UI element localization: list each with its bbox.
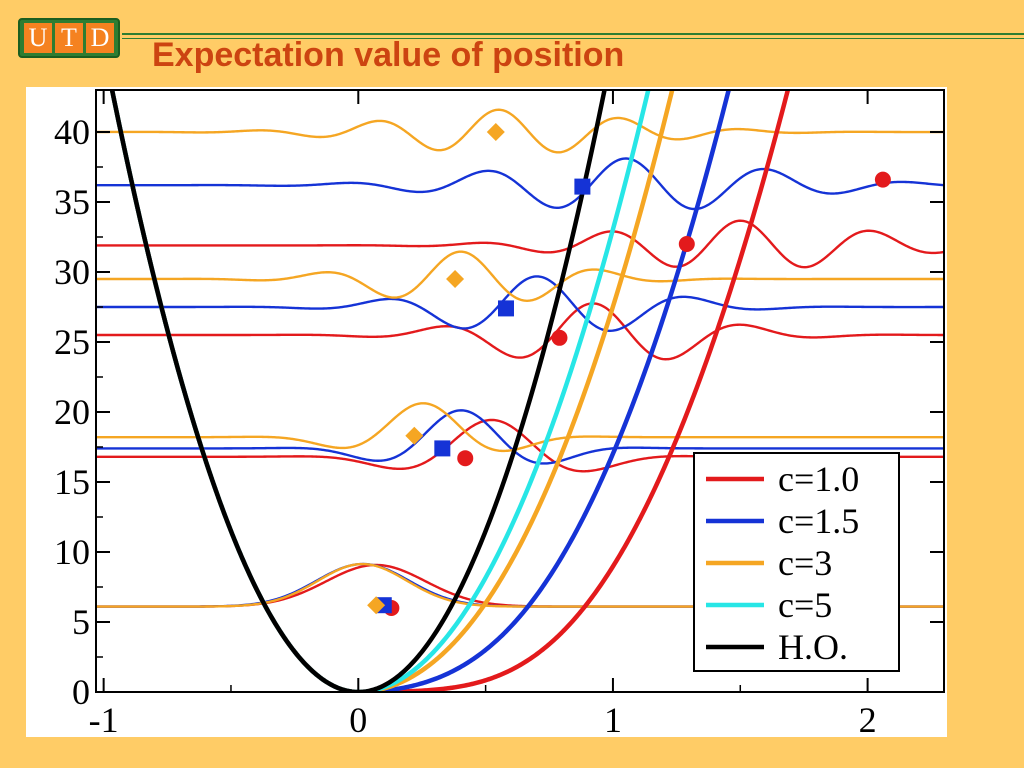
marker-c=1.5-2 [497,300,514,317]
level-c=3-2 [96,250,944,302]
x-tick-label: -1 [89,700,119,737]
potential-H.O. [109,90,607,692]
marker-c=1.0-1 [457,450,474,467]
marker-c=1.0-3 [678,236,695,252]
header-rule-bottom [122,38,1024,39]
logo-letter-t: T [55,23,83,53]
utd-logo: U T D [18,18,120,58]
level-c=1.5-3 [96,157,944,211]
logo-letter-u: U [24,23,52,53]
marker-c=1.5-1 [434,440,451,457]
legend-label: c=1.0 [778,459,859,499]
legend-label: c=5 [778,585,832,625]
marker-c=3-3 [486,123,505,141]
legend-label: c=3 [778,543,832,583]
level-c=1.0-2 [96,302,944,361]
y-tick-label: 35 [54,182,90,222]
marker-c=3-2 [446,270,465,288]
logo-letter-d: D [86,23,114,53]
chart-area: 0 5 10 15 20 25 30 35 40 -1 0 1 2 c=1.0 c=1.5 c=3 c=5 H.O… [26,87,947,737]
y-tick-label: 0 [72,672,90,712]
y-tick-label: 20 [54,392,90,432]
marker-c=1.0-2 [551,329,568,346]
y-tick-label: 10 [54,532,90,572]
level-c=3-3 [96,108,944,154]
level-c=1.5-2 [96,275,944,333]
x-tick-label: 2 [859,700,877,737]
x-tick-label: 0 [349,700,367,737]
x-tick-label: 1 [604,700,622,737]
plot-series-group [96,90,944,692]
marker-c=3-1 [405,426,424,445]
level-c=3-1 [96,402,944,453]
plot-frame [95,89,945,693]
y-tick-label: 30 [54,252,90,292]
legend-label: c=1.5 [778,501,859,541]
header-rule-top [122,33,1024,35]
y-tick-label: 25 [54,322,90,362]
marker-c=3-0 [367,596,386,615]
y-tick-label: 40 [54,112,90,152]
level-c=1.0-3 [96,219,944,269]
y-tick-label: 5 [72,602,90,642]
y-tick-label: 15 [54,462,90,502]
marker-c=1.5-3 [574,178,591,195]
slide-title: Expectation value of position [152,36,625,74]
marker-c=1.0-4 [874,171,891,188]
legend-label: H.O. [778,627,848,667]
level-c=1.5-1 [96,409,944,465]
